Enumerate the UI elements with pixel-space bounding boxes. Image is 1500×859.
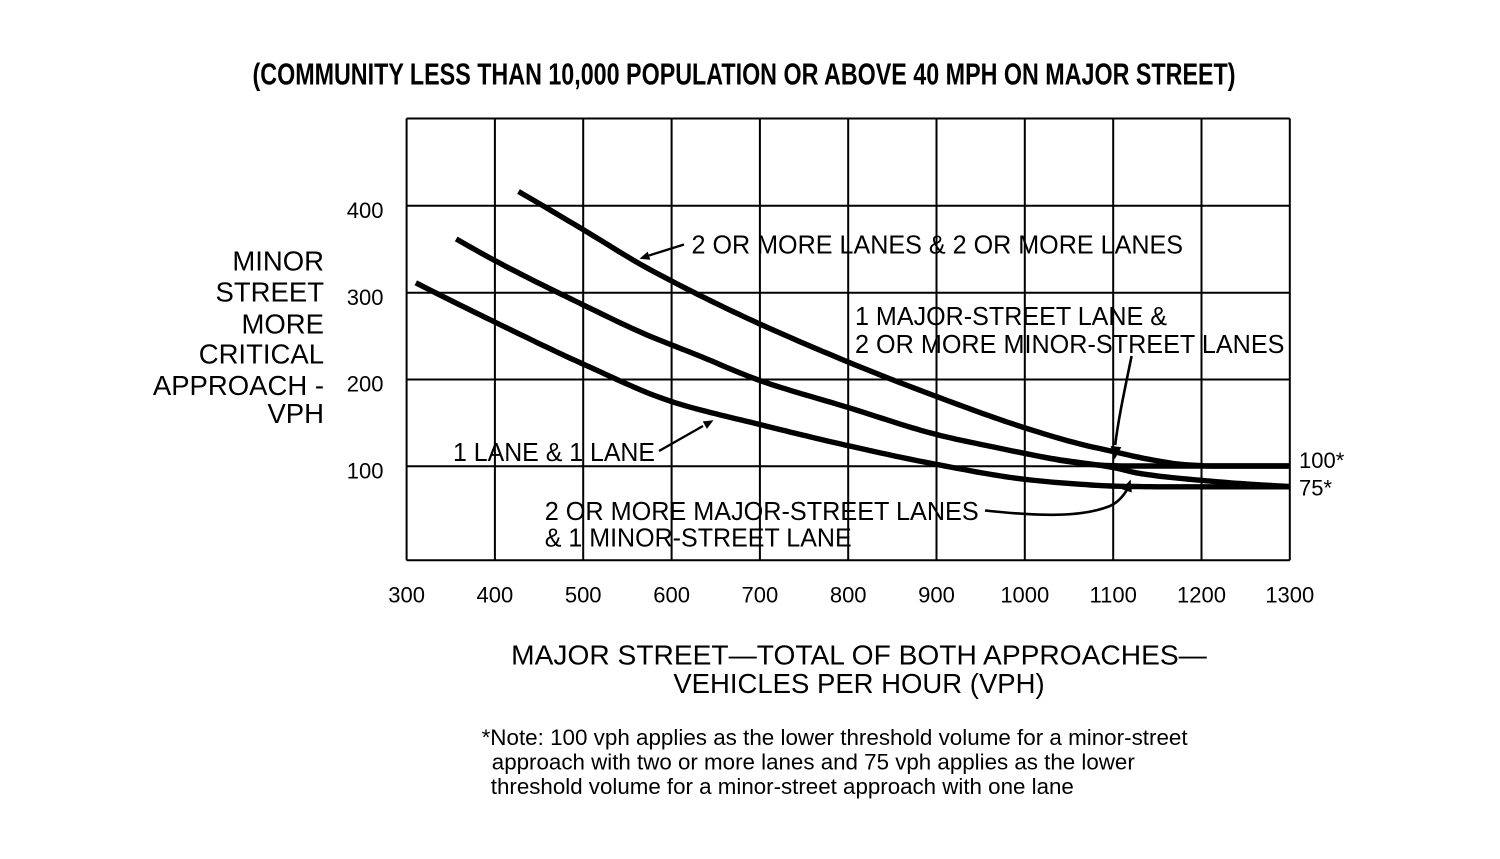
svg-text:500: 500 [565, 583, 602, 608]
svg-text:900: 900 [918, 583, 955, 608]
svg-text:300: 300 [347, 285, 384, 310]
svg-text:threshold volume for a minor-s: threshold volume for a minor-street appr… [491, 774, 1074, 799]
svg-text:800: 800 [830, 583, 867, 608]
svg-text:200: 200 [347, 372, 384, 397]
svg-text:300: 300 [388, 583, 425, 608]
svg-text:(COMMUNITY LESS THAN 10,000 PO: (COMMUNITY LESS THAN 10,000 POPULATION O… [253, 57, 1236, 92]
svg-text:VEHICLES PER HOUR (VPH): VEHICLES PER HOUR (VPH) [673, 668, 1044, 699]
svg-text:APPROACH -: APPROACH - [153, 370, 324, 401]
svg-text:MINOR: MINOR [232, 246, 324, 277]
svg-text:1100: 1100 [1090, 583, 1137, 608]
svg-text:1300: 1300 [1265, 583, 1314, 608]
svg-text:2 OR MORE MAJOR-STREET LANES: 2 OR MORE MAJOR-STREET LANES [545, 496, 979, 526]
svg-text:MORE: MORE [242, 309, 325, 340]
svg-text:1 MAJOR-STREET LANE &: 1 MAJOR-STREET LANE & [855, 301, 1167, 331]
svg-text:& 1 MINOR-STREET LANE: & 1 MINOR-STREET LANE [545, 523, 852, 553]
svg-text:400: 400 [477, 583, 514, 608]
svg-text:1200: 1200 [1177, 583, 1226, 608]
svg-text:STREET: STREET [216, 276, 325, 307]
svg-text:CRITICAL: CRITICAL [199, 339, 324, 370]
svg-text:100*: 100* [1299, 448, 1345, 473]
svg-text:VPH: VPH [267, 398, 324, 429]
svg-text:1 LANE & 1 LANE: 1 LANE & 1 LANE [453, 437, 655, 467]
svg-text:2 OR MORE MINOR-STREET LANES: 2 OR MORE MINOR-STREET LANES [855, 329, 1285, 359]
svg-text:75*: 75* [1299, 476, 1332, 501]
svg-text:2 OR MORE LANES & 2 OR MORE LA: 2 OR MORE LANES & 2 OR MORE LANES [692, 230, 1184, 260]
svg-text:600: 600 [653, 583, 690, 608]
svg-text:*Note: 100 vph applies as the: *Note: 100 vph applies as the lower thre… [482, 725, 1188, 750]
svg-text:approach with two or more lane: approach with two or more lanes and 75 v… [492, 750, 1135, 775]
svg-text:100: 100 [347, 458, 384, 483]
svg-text:400: 400 [347, 198, 384, 223]
svg-text:700: 700 [742, 583, 779, 608]
svg-text:MAJOR STREET—TOTAL OF BOTH APP: MAJOR STREET—TOTAL OF BOTH APPROACHES— [511, 639, 1207, 670]
svg-text:1000: 1000 [1000, 583, 1049, 608]
